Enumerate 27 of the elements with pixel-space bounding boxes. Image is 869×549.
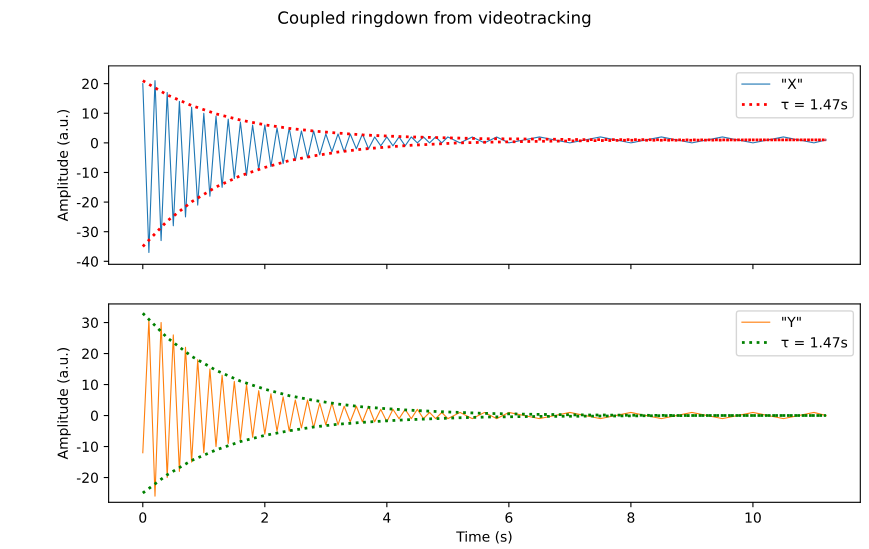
y-tick-label: 10 (82, 380, 98, 390)
y-tick-label: -10 (76, 167, 98, 178)
y-axis-title: Amplitude (a.u.) (57, 110, 71, 222)
legend-label: "Y" (782, 316, 801, 327)
y-tick-label: -10 (76, 442, 98, 452)
y-tick-label: 0 (90, 138, 98, 148)
x-axis-title: Time (s) (456, 531, 512, 544)
legend-label: τ = 1.47s (782, 337, 848, 348)
x-tick-label: 0 (139, 512, 146, 523)
y-tick-label: -20 (76, 472, 98, 484)
y-tick-label: 20 (82, 348, 98, 360)
x-tick-label: 4 (383, 512, 390, 523)
x-tick-label: 6 (505, 512, 512, 523)
y-tick-label: 30 (82, 318, 98, 328)
legend-label: τ = 1.47s (782, 99, 848, 110)
x-tick-label: 10 (746, 512, 761, 523)
y-tick-label: 20 (82, 78, 98, 90)
x-tick-label: 8 (627, 512, 634, 523)
y-tick-label: 10 (82, 108, 98, 119)
y-tick-label: -40 (76, 256, 98, 267)
chart-title: Coupled ringdown from videotracking (278, 10, 590, 28)
legend-label: "X" (782, 78, 802, 89)
y-tick-label: -20 (76, 197, 98, 208)
y-tick-label: 0 (90, 410, 98, 422)
y-tick-label: -30 (76, 226, 98, 238)
y-axis-title: Amplitude (a.u.) (57, 348, 71, 460)
x-tick-label: 2 (261, 512, 268, 523)
